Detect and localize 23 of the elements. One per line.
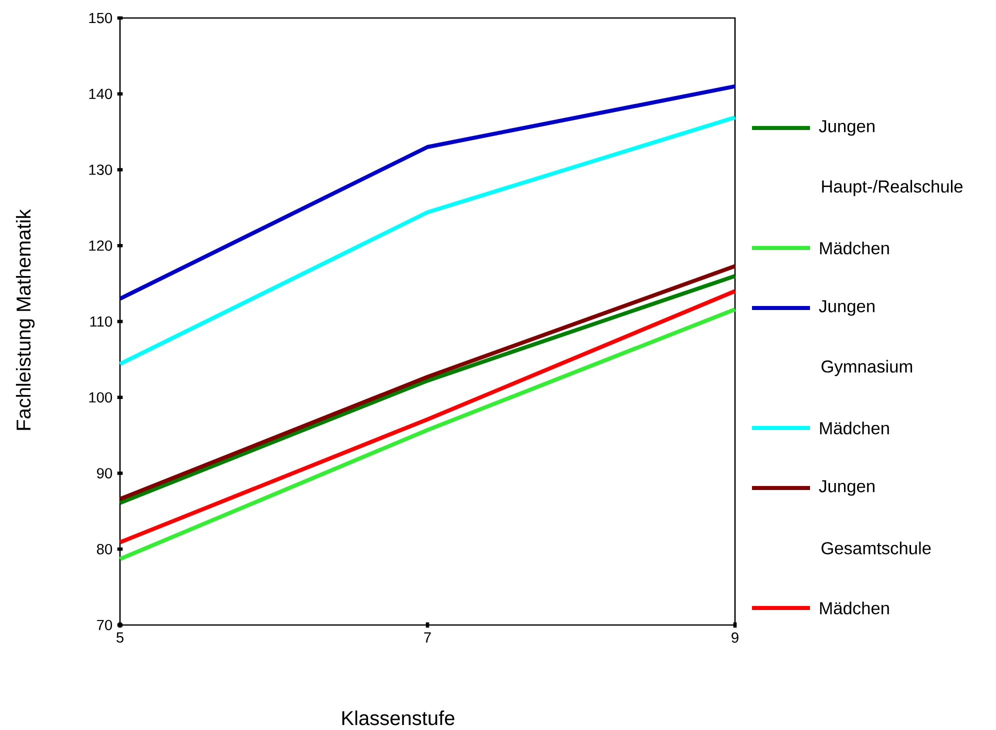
x-tick-label: 5	[116, 632, 124, 643]
y-axis-title: Fachleistung Mathematik	[16, 209, 35, 430]
x-tick-label: 7	[424, 632, 431, 643]
y-tick-label: 70	[97, 620, 112, 630]
y-tick-label: 140	[89, 88, 112, 100]
text: Gymnasium	[822, 360, 912, 376]
legend-label: Jungen	[818, 300, 874, 316]
y-tick-label: 100	[89, 392, 112, 403]
legend-label: Mädchen	[820, 602, 889, 615]
y-tick-label: 90	[96, 468, 112, 479]
text: Haupt-/Realschule	[822, 180, 963, 196]
y-tick-label: 120	[89, 240, 112, 251]
x-axis-title: Klassenstufe	[342, 710, 454, 726]
y-tick-label: 130	[89, 164, 112, 176]
y-tick-label: 80	[96, 544, 112, 554]
y-tick-label: 150	[89, 12, 112, 24]
legend-label: Jungen	[818, 480, 874, 496]
y-tick-label: 110	[90, 316, 112, 327]
legend-label: Mädchen	[820, 242, 889, 255]
legend-label: Mädchen	[820, 422, 889, 435]
legend-label: Jungen	[818, 120, 874, 136]
text: Gesamtschule	[822, 542, 931, 555]
x-tick-label: 9	[732, 632, 738, 643]
